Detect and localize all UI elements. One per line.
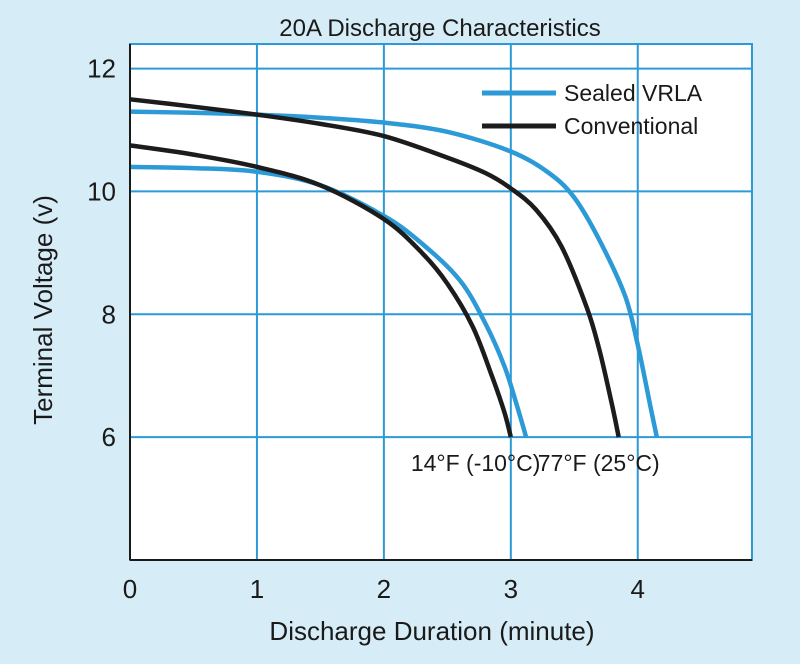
series-layer	[129, 97, 659, 438]
y-tick-label: 6	[102, 422, 116, 452]
x-axis-label: Discharge Duration (minute)	[269, 616, 594, 646]
y-tick-label: 8	[102, 299, 116, 329]
x-tick-label: 0	[123, 574, 137, 604]
temperature-label: 77°F (25°C)	[538, 450, 660, 476]
series-line-sealed	[129, 164, 529, 438]
series-line-conventional	[129, 143, 513, 438]
x-tick-label: 4	[631, 574, 645, 604]
x-tick-label: 2	[377, 574, 391, 604]
legend: Sealed VRLA Conventional	[482, 80, 703, 139]
chart-title: 20A Discharge Characteristics	[279, 15, 600, 42]
series-line-conventional	[129, 97, 621, 438]
temperature-label: 14°F (-10°C)	[411, 450, 541, 476]
y-tick-label: 10	[87, 176, 116, 206]
axes	[129, 44, 752, 561]
y-axis-label: Terminal Voltage (v)	[28, 195, 58, 425]
x-tick-label: 3	[504, 574, 518, 604]
legend-label-conventional: Conventional	[564, 113, 698, 139]
annotations: 14°F (-10°C)77°F (25°C)	[411, 450, 660, 476]
y-tick-label: 12	[87, 54, 116, 84]
legend-label-sealed: Sealed VRLA	[564, 80, 703, 106]
x-tick-label: 1	[250, 574, 264, 604]
